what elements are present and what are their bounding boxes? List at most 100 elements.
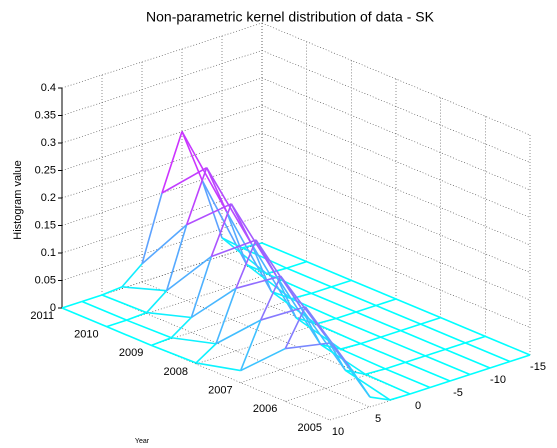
mesh-segment xyxy=(240,347,286,372)
z-tick-label: 0 xyxy=(50,302,56,314)
mesh-segment xyxy=(375,298,397,307)
mesh-segment xyxy=(300,306,346,371)
mesh-segment xyxy=(161,131,183,194)
grid-line xyxy=(261,22,531,136)
mesh-segment xyxy=(151,336,172,347)
mesh-segment xyxy=(235,239,257,289)
mesh-segment xyxy=(215,288,237,345)
mesh-segment xyxy=(409,386,431,395)
mesh-segment xyxy=(235,275,281,290)
x-tick-label: 0 xyxy=(415,400,421,412)
mesh-segment xyxy=(185,167,208,226)
mesh-segment xyxy=(425,348,446,357)
grid-line xyxy=(61,50,263,116)
mesh-segment xyxy=(509,354,531,363)
mesh-segment xyxy=(250,243,297,319)
mesh-segment xyxy=(429,380,451,389)
mesh-segment xyxy=(275,274,322,346)
z-tick-label: 0.3 xyxy=(41,137,56,149)
y-tick-label: 2005 xyxy=(298,422,322,434)
mesh-segment xyxy=(465,342,511,363)
z-tick-label: 0.15 xyxy=(35,219,56,231)
mesh-segment xyxy=(205,167,253,244)
mesh-segment xyxy=(375,304,421,325)
mesh-segment xyxy=(331,286,377,307)
mesh-segment xyxy=(195,343,217,364)
mesh-segment xyxy=(81,294,103,303)
y-axis-label: Year xyxy=(135,438,150,445)
mesh-segment xyxy=(271,290,292,300)
x-tick-label: -15 xyxy=(530,361,546,373)
grid-line xyxy=(61,242,263,309)
mesh-segment xyxy=(420,323,466,344)
z-tick-label: 0.2 xyxy=(41,192,56,204)
mesh-segment xyxy=(166,255,212,292)
mesh-segment xyxy=(250,243,273,292)
grid-line xyxy=(195,298,397,365)
mesh-segment xyxy=(126,311,147,321)
mesh-segment xyxy=(355,304,377,313)
mesh-segment xyxy=(284,306,307,349)
mesh-segment xyxy=(141,224,188,265)
mesh-segment xyxy=(146,311,192,319)
mesh-segment xyxy=(311,292,357,313)
x-tick-label: -5 xyxy=(453,387,463,399)
mesh-segment xyxy=(101,286,123,296)
mesh-segment xyxy=(126,319,172,339)
mesh-segment xyxy=(329,342,351,368)
mesh-segment xyxy=(225,211,248,265)
grid-line xyxy=(261,77,531,191)
mesh-segment xyxy=(170,316,192,339)
mesh-segment xyxy=(286,260,307,269)
mesh-segment xyxy=(335,317,381,338)
mesh-segment xyxy=(315,317,337,325)
mesh-segment xyxy=(211,239,257,258)
mesh-segment xyxy=(344,369,391,401)
grid-line xyxy=(61,187,263,254)
x-tick-label: 10 xyxy=(332,426,344,438)
mesh-segment xyxy=(380,336,426,357)
mesh-segment xyxy=(210,203,233,257)
z-tick-label: 0.4 xyxy=(41,82,56,94)
mesh-segment xyxy=(440,316,486,338)
grid-line xyxy=(261,160,531,273)
y-tick-label: 2007 xyxy=(208,385,232,397)
mesh-segment xyxy=(465,335,486,344)
mesh-segment xyxy=(489,360,511,369)
mesh-segment xyxy=(215,319,262,345)
mesh-segment xyxy=(121,263,143,288)
y-tick-label: 2006 xyxy=(253,403,277,415)
x-tick-label: 5 xyxy=(375,413,381,425)
x-tick-label: -10 xyxy=(490,374,506,386)
mesh-segment xyxy=(405,355,426,364)
mesh-segment xyxy=(106,325,152,347)
mesh-segment xyxy=(360,342,406,364)
grid-line xyxy=(261,132,531,246)
grid-line xyxy=(240,317,441,383)
y-tick-label: 2009 xyxy=(119,347,143,359)
grid-line xyxy=(261,105,531,218)
mesh-segment xyxy=(380,329,401,338)
mesh-segment xyxy=(449,373,471,382)
mesh-segment xyxy=(291,298,337,320)
mesh-segment xyxy=(369,396,391,401)
mesh-segment xyxy=(239,319,262,371)
mesh-segment xyxy=(81,300,127,321)
mesh-segment xyxy=(485,335,531,356)
mesh-segment xyxy=(420,316,441,325)
mesh-segment xyxy=(385,368,431,389)
mesh-segment xyxy=(345,369,366,376)
grid-line xyxy=(61,132,263,199)
grid-line xyxy=(61,77,263,144)
mesh-segment xyxy=(260,306,306,321)
mesh-segment xyxy=(299,306,322,345)
grid-line xyxy=(151,280,352,346)
mesh-segment xyxy=(171,336,217,345)
mesh-segment xyxy=(395,298,441,319)
mesh-segment xyxy=(360,336,381,345)
mesh-segment xyxy=(469,367,491,376)
mesh-segment xyxy=(285,342,331,350)
z-tick-label: 0.05 xyxy=(35,274,56,286)
mesh-segment xyxy=(335,311,357,320)
